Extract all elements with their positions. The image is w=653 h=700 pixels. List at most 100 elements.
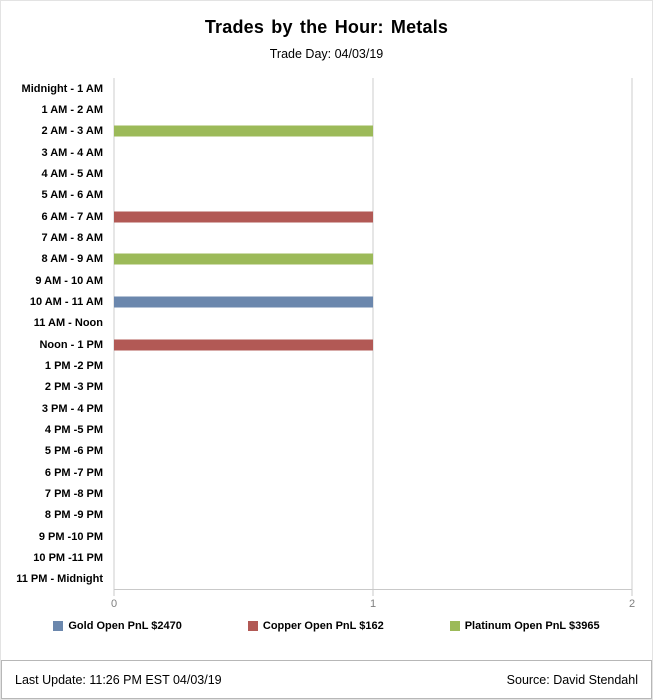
bar-track — [114, 419, 632, 440]
y-axis-label: Noon - 1 PM — [39, 338, 103, 351]
x-axis-tick-label: 0 — [110, 598, 118, 610]
chart-subtitle: Trade Day: 04/03/19 — [269, 47, 384, 61]
chart-row: 3 AM - 4 AM — [1, 142, 652, 163]
y-axis-label: 8 AM - 9 AM — [41, 253, 103, 266]
bar-track — [114, 270, 632, 291]
bar-track — [114, 483, 632, 504]
chart-title: Trades by the Hour: Metals — [204, 17, 449, 37]
chart-row: 1 PM -2 PM — [1, 355, 652, 376]
chart-row: 11 PM - Midnight — [1, 569, 652, 590]
y-axis-label: 3 AM - 4 AM — [41, 146, 103, 159]
legend-label: Copper Open PnL $162 — [262, 620, 384, 632]
chart-row: 8 PM -9 PM — [1, 505, 652, 526]
source-text: Source: David Stendahl — [506, 672, 638, 687]
bar-track — [114, 441, 632, 462]
x-axis: 0 1 2 — [110, 590, 636, 614]
bar-track — [114, 249, 632, 270]
bar-platinum — [114, 125, 373, 137]
plot-area: Midnight - 1 AM 1 AM - 2 AM 2 AM - 3 AM 3 A… — [1, 78, 652, 596]
y-axis-label: Midnight - 1 AM — [21, 82, 103, 95]
bar-copper — [114, 339, 373, 351]
bar-platinum — [114, 253, 373, 265]
chart-row: 9 AM - 10 AM — [1, 270, 652, 291]
bar-track — [114, 526, 632, 547]
y-axis-label: 1 AM - 2 AM — [41, 103, 103, 116]
bar-track — [114, 291, 632, 312]
x-axis-tick-label: 2 — [628, 598, 636, 610]
x-axis-tick-label: 1 — [369, 598, 377, 610]
legend-swatch-icon — [449, 621, 460, 631]
chart-row: 5 AM - 6 AM — [1, 185, 652, 206]
chart-row: 2 PM -3 PM — [1, 377, 652, 398]
bar-track — [114, 206, 632, 227]
bar-track — [114, 334, 632, 355]
bar-track — [114, 227, 632, 248]
bar-track — [114, 163, 632, 184]
legend-swatch-icon — [53, 621, 64, 631]
y-axis-label: 9 AM - 10 AM — [35, 274, 103, 287]
bar-track — [114, 547, 632, 568]
chart-row: 7 PM -8 PM — [1, 483, 652, 504]
chart-row: 3 PM - 4 PM — [1, 398, 652, 419]
y-axis-label: 6 PM -7 PM — [44, 466, 103, 479]
bar-copper — [114, 211, 373, 223]
legend-label: Gold Open PnL $2470 — [68, 620, 182, 632]
chart-row: 1 AM - 2 AM — [1, 99, 652, 120]
chart-row: 10 PM -11 PM — [1, 547, 652, 568]
y-axis-label: 9 PM -10 PM — [38, 530, 103, 543]
y-axis-label: 6 AM - 7 AM — [41, 210, 103, 223]
chart-legend: Gold Open PnL $2470 Copper Open PnL $162 P… — [1, 620, 652, 632]
bar-track — [114, 462, 632, 483]
bar-gold — [114, 296, 373, 308]
hourly-trades-bar-chart: Midnight - 1 AM 1 AM - 2 AM 2 AM - 3 AM 3 A… — [1, 78, 652, 614]
chart-row: 11 AM - Noon — [1, 313, 652, 334]
y-axis-label: 11 AM - Noon — [33, 317, 103, 330]
last-update-text: Last Update: 11:26 PM EST 04/03/19 — [15, 672, 222, 687]
legend-swatch-icon — [247, 621, 258, 631]
bar-track — [114, 99, 632, 120]
chart-row: 9 PM -10 PM — [1, 526, 652, 547]
chart-row: 4 AM - 5 AM — [1, 163, 652, 184]
chart-row: 6 PM -7 PM — [1, 462, 652, 483]
bar-track — [114, 505, 632, 526]
chart-row: Midnight - 1 AM — [1, 78, 652, 99]
bar-track — [114, 398, 632, 419]
y-axis-label: 8 PM -9 PM — [44, 509, 103, 522]
y-axis-label: 2 AM - 3 AM — [41, 125, 103, 138]
y-axis-label: 11 PM - Midnight — [16, 573, 103, 586]
footer-bar: Last Update: 11:26 PM EST 04/03/19 Sourc… — [1, 660, 652, 699]
y-axis-label: 2 PM -3 PM — [44, 381, 103, 394]
chart-row: 8 AM - 9 AM — [1, 249, 652, 270]
bar-track — [114, 313, 632, 334]
y-axis-label: 4 AM - 5 AM — [41, 167, 103, 180]
legend-item-platinum: Platinum Open PnL $3965 — [449, 620, 600, 632]
legend-label: Platinum Open PnL $3965 — [464, 620, 600, 632]
chart-row: 10 AM - 11 AM — [1, 291, 652, 312]
chart-row: 4 PM -5 PM — [1, 419, 652, 440]
legend-item-gold: Gold Open PnL $2470 — [53, 620, 182, 632]
chart-row: Noon - 1 PM — [1, 334, 652, 355]
bar-track — [114, 355, 632, 376]
y-axis-label: 10 PM -11 PM — [33, 551, 103, 564]
chart-header: Trades by the Hour: Metals Trade Day: 04… — [1, 1, 652, 61]
chart-row: 5 PM -6 PM — [1, 441, 652, 462]
y-axis-label: 10 AM - 11 AM — [29, 295, 103, 308]
y-axis-label: 5 AM - 6 AM — [41, 189, 103, 202]
bar-track — [114, 142, 632, 163]
bar-track — [114, 185, 632, 206]
chart-row: 2 AM - 3 AM — [1, 121, 652, 142]
bar-track — [114, 569, 632, 590]
y-axis-label: 1 PM -2 PM — [44, 359, 103, 372]
y-axis-label: 3 PM - 4 PM — [41, 402, 103, 415]
y-axis-label: 4 PM -5 PM — [44, 423, 103, 436]
y-axis-label: 5 PM -6 PM — [44, 445, 103, 458]
bar-track — [114, 377, 632, 398]
bar-rows: Midnight - 1 AM 1 AM - 2 AM 2 AM - 3 AM 3 A… — [1, 78, 652, 590]
y-axis-label: 7 AM - 8 AM — [41, 231, 103, 244]
bar-track — [114, 78, 632, 99]
chart-row: 6 AM - 7 AM — [1, 206, 652, 227]
y-axis-label: 7 PM -8 PM — [44, 487, 103, 500]
bar-track — [114, 121, 632, 142]
chart-row: 7 AM - 8 AM — [1, 227, 652, 248]
